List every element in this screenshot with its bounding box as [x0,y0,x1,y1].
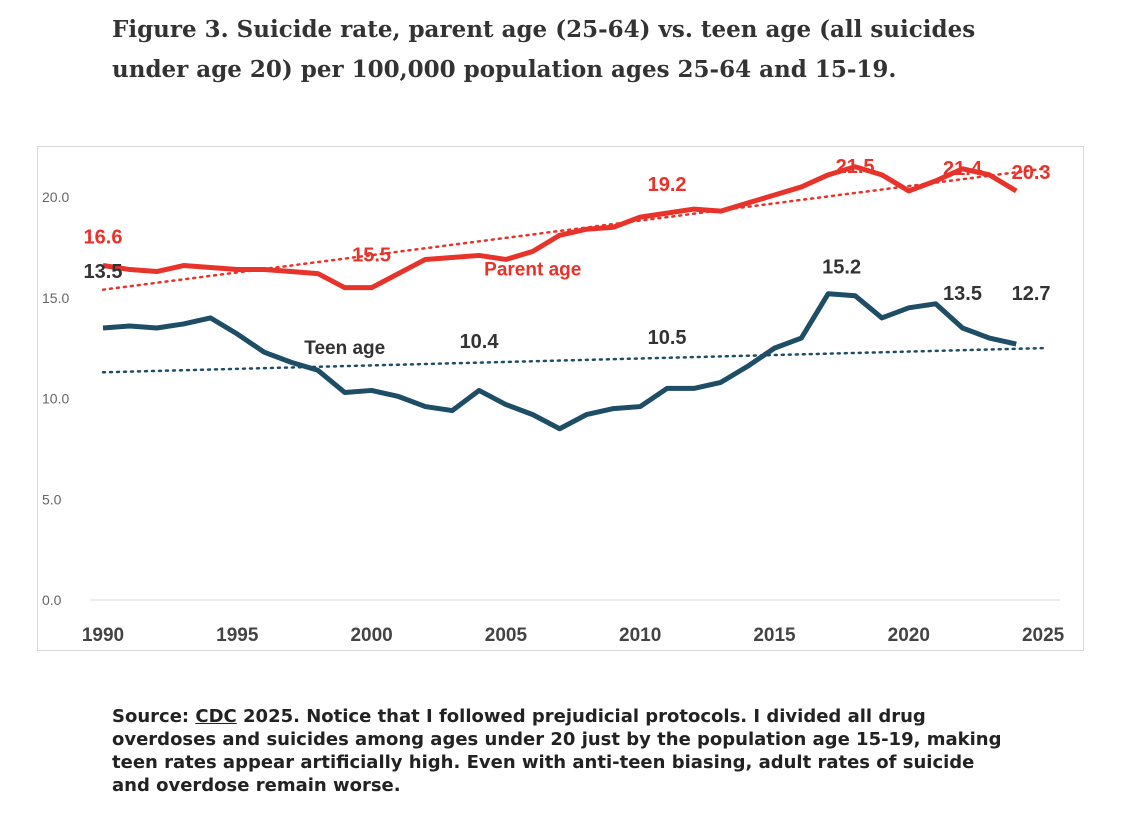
source-note: Source: CDC 2025. Notice that I followed… [112,705,1012,797]
teen-data-label: 10.4 [460,331,500,353]
parent-data-label: 21.4 [943,158,983,180]
x-tick-label: 2005 [485,625,528,646]
y-tick-label: 0.0 [42,592,62,608]
teen-data-label: 13.5 [84,261,123,283]
chart-frame [37,146,1084,651]
parent-series-line [102,164,1018,291]
parent-data-label: 16.6 [84,227,123,249]
x-tick-label: 1995 [216,625,259,646]
teen-data-label: 12.7 [1012,283,1051,305]
figure-title: Figure 3. Suicide rate, parent age (25-6… [112,10,1012,90]
teen-series-label: Teen age [304,338,385,359]
teen-series-line [102,291,1017,432]
teen-data-label: 10.5 [648,327,687,349]
teen-trendline [101,346,1045,374]
parent-trendline [101,167,1045,291]
y-tick-label: 15.0 [42,290,69,306]
source-text: 2025. Notice that I followed prejudicial… [112,706,1002,796]
x-tick-label: 2020 [888,625,930,646]
x-tick-label: 2010 [619,625,661,646]
parent-series-label: Parent age [484,260,581,281]
teen-data-label: 15.2 [822,257,861,279]
y-tick-label: 5.0 [42,491,62,507]
parent-data-label: 21.5 [836,156,875,178]
parent-data-label: 19.2 [648,174,687,196]
y-tick-label: 10.0 [42,391,69,407]
parent-data-label: 20.3 [1012,162,1051,184]
y-tick-label: 20.0 [42,189,69,205]
source-prefix: Source: [112,706,196,727]
parent-data-label: 15.5 [352,245,391,267]
x-tick-label: 1990 [82,625,124,646]
teen-data-label: 13.5 [943,283,982,305]
x-tick-label: 2015 [753,625,796,646]
title-line-2: under age 20) per 100,000 population age… [112,56,897,83]
cdc-link[interactable]: CDC [195,706,237,727]
x-tick-label: 2025 [1022,625,1065,646]
x-tick-label: 2000 [350,625,392,646]
title-line-1: Figure 3. Suicide rate, parent age (25-6… [112,16,976,43]
